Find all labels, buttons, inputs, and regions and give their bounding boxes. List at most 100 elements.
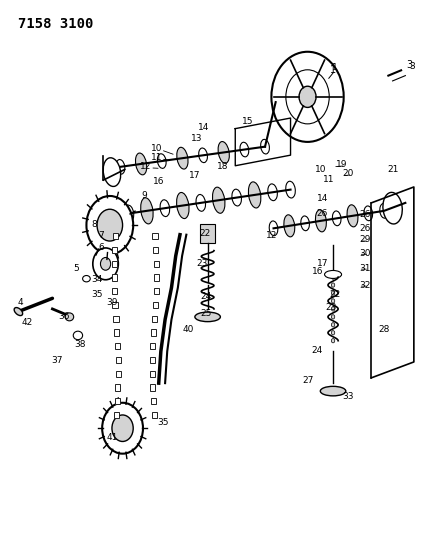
Circle shape	[102, 403, 143, 454]
Bar	[150, 384, 155, 391]
Circle shape	[93, 248, 118, 280]
Circle shape	[331, 299, 335, 303]
Text: 37: 37	[51, 357, 62, 366]
Text: 14: 14	[317, 194, 328, 203]
Text: 31: 31	[360, 264, 371, 272]
Text: 17: 17	[317, 260, 328, 268]
Bar	[150, 370, 155, 377]
Bar	[153, 247, 158, 253]
Text: 24: 24	[311, 346, 323, 355]
Text: 23: 23	[197, 259, 208, 268]
Bar	[113, 316, 119, 322]
Circle shape	[331, 283, 335, 287]
Text: 8: 8	[91, 220, 97, 229]
Ellipse shape	[333, 211, 341, 225]
Text: 15: 15	[242, 117, 254, 126]
Text: 12: 12	[266, 231, 277, 240]
Circle shape	[331, 291, 335, 295]
Circle shape	[86, 196, 133, 254]
Text: 7158 3100: 7158 3100	[18, 17, 94, 31]
Text: 30: 30	[360, 249, 371, 258]
Bar	[115, 398, 120, 405]
Ellipse shape	[124, 205, 134, 222]
Text: 1: 1	[332, 63, 338, 72]
Text: 27: 27	[302, 376, 313, 385]
Ellipse shape	[199, 148, 208, 163]
Bar	[150, 357, 155, 363]
Ellipse shape	[218, 142, 229, 163]
Ellipse shape	[136, 153, 147, 175]
Text: 7: 7	[98, 231, 104, 240]
Ellipse shape	[141, 198, 153, 224]
Bar	[112, 274, 116, 281]
Text: 1: 1	[330, 66, 336, 75]
Ellipse shape	[248, 182, 261, 208]
Ellipse shape	[284, 215, 295, 237]
Bar	[114, 329, 119, 336]
Ellipse shape	[315, 210, 327, 232]
Text: 33: 33	[342, 392, 354, 401]
Text: 12: 12	[140, 163, 152, 171]
Text: 14: 14	[198, 123, 209, 132]
Ellipse shape	[347, 205, 358, 227]
Text: 20: 20	[342, 169, 354, 178]
Ellipse shape	[196, 195, 205, 211]
Text: 10: 10	[151, 144, 162, 154]
Ellipse shape	[286, 181, 295, 198]
Text: 19: 19	[336, 160, 347, 169]
Circle shape	[299, 86, 316, 108]
Bar	[113, 233, 118, 239]
Ellipse shape	[364, 206, 373, 221]
Text: 42: 42	[21, 318, 33, 327]
Text: 16: 16	[312, 268, 324, 276]
Text: 10: 10	[315, 166, 326, 174]
Circle shape	[331, 322, 335, 327]
Text: 40: 40	[183, 325, 194, 334]
Text: 21: 21	[387, 165, 398, 174]
Bar	[154, 274, 159, 281]
Text: 22: 22	[330, 289, 341, 298]
Circle shape	[331, 338, 335, 343]
Text: 16: 16	[153, 177, 164, 186]
Ellipse shape	[212, 187, 225, 213]
Text: 17: 17	[189, 171, 201, 180]
Bar	[150, 343, 155, 350]
Bar	[200, 224, 215, 243]
Text: 18: 18	[217, 163, 228, 171]
Circle shape	[112, 415, 133, 441]
Ellipse shape	[268, 184, 277, 200]
Text: 11: 11	[323, 174, 335, 183]
Ellipse shape	[232, 189, 241, 206]
Ellipse shape	[240, 142, 249, 157]
Bar	[154, 261, 159, 267]
Text: 13: 13	[191, 134, 203, 143]
Bar	[116, 384, 120, 391]
Text: 28: 28	[378, 325, 390, 334]
Bar	[116, 357, 121, 363]
Text: 6: 6	[98, 244, 104, 253]
Ellipse shape	[177, 147, 188, 169]
Ellipse shape	[116, 159, 125, 174]
Text: 34: 34	[91, 275, 103, 284]
Bar	[152, 233, 158, 239]
Ellipse shape	[160, 200, 169, 216]
Ellipse shape	[103, 158, 121, 187]
Text: 22: 22	[199, 229, 210, 238]
Text: 36: 36	[59, 312, 70, 321]
Bar	[153, 302, 158, 308]
Bar	[115, 343, 120, 350]
Circle shape	[331, 307, 335, 311]
Bar	[112, 288, 117, 294]
Circle shape	[331, 330, 335, 335]
Text: 4: 4	[18, 298, 24, 307]
Text: 29: 29	[360, 236, 371, 245]
Ellipse shape	[383, 192, 402, 224]
Ellipse shape	[83, 276, 90, 282]
Circle shape	[271, 52, 344, 142]
Ellipse shape	[261, 139, 269, 154]
Bar	[112, 261, 117, 267]
Bar	[151, 329, 156, 336]
Bar	[113, 302, 118, 308]
Bar	[151, 398, 156, 405]
Ellipse shape	[65, 313, 74, 321]
